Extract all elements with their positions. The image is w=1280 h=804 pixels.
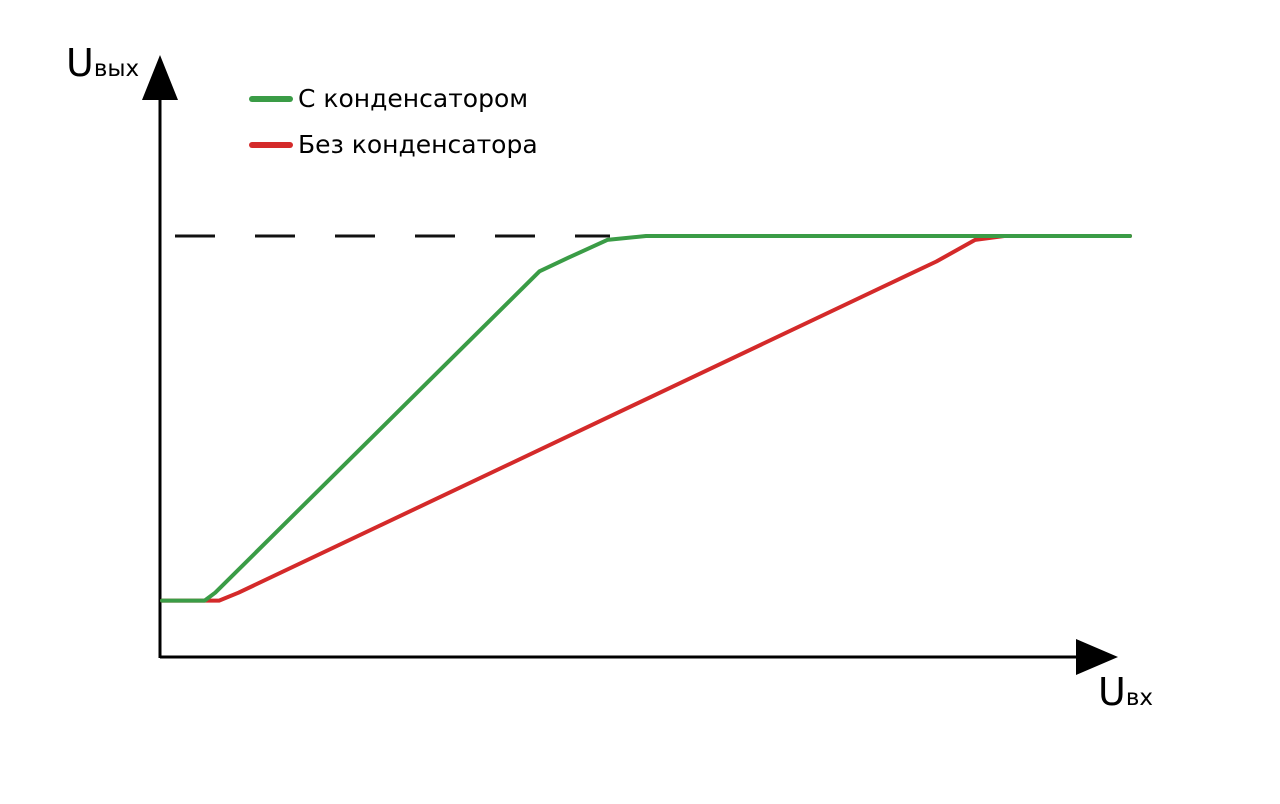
series-line-with-capacitor: [160, 234, 1132, 603]
y-axis-arrow: [142, 55, 178, 100]
series-line-without-capacitor: [160, 234, 1132, 603]
x-axis-label: Uвх: [1098, 670, 1153, 714]
legend: С конденсатором Без конденсатора: [249, 84, 538, 159]
legend-label-with-capacitor: С конденсатором: [298, 84, 528, 113]
series-group: [160, 234, 1132, 603]
legend-label-without-capacitor: Без конденсатора: [298, 130, 538, 159]
axes: [142, 55, 1118, 675]
legend-item-without-capacitor: Без конденсатора: [249, 130, 538, 159]
y-axis-label: Uвых: [66, 41, 139, 85]
x-axis-arrow: [1076, 639, 1118, 675]
legend-item-with-capacitor: С конденсатором: [249, 84, 528, 113]
